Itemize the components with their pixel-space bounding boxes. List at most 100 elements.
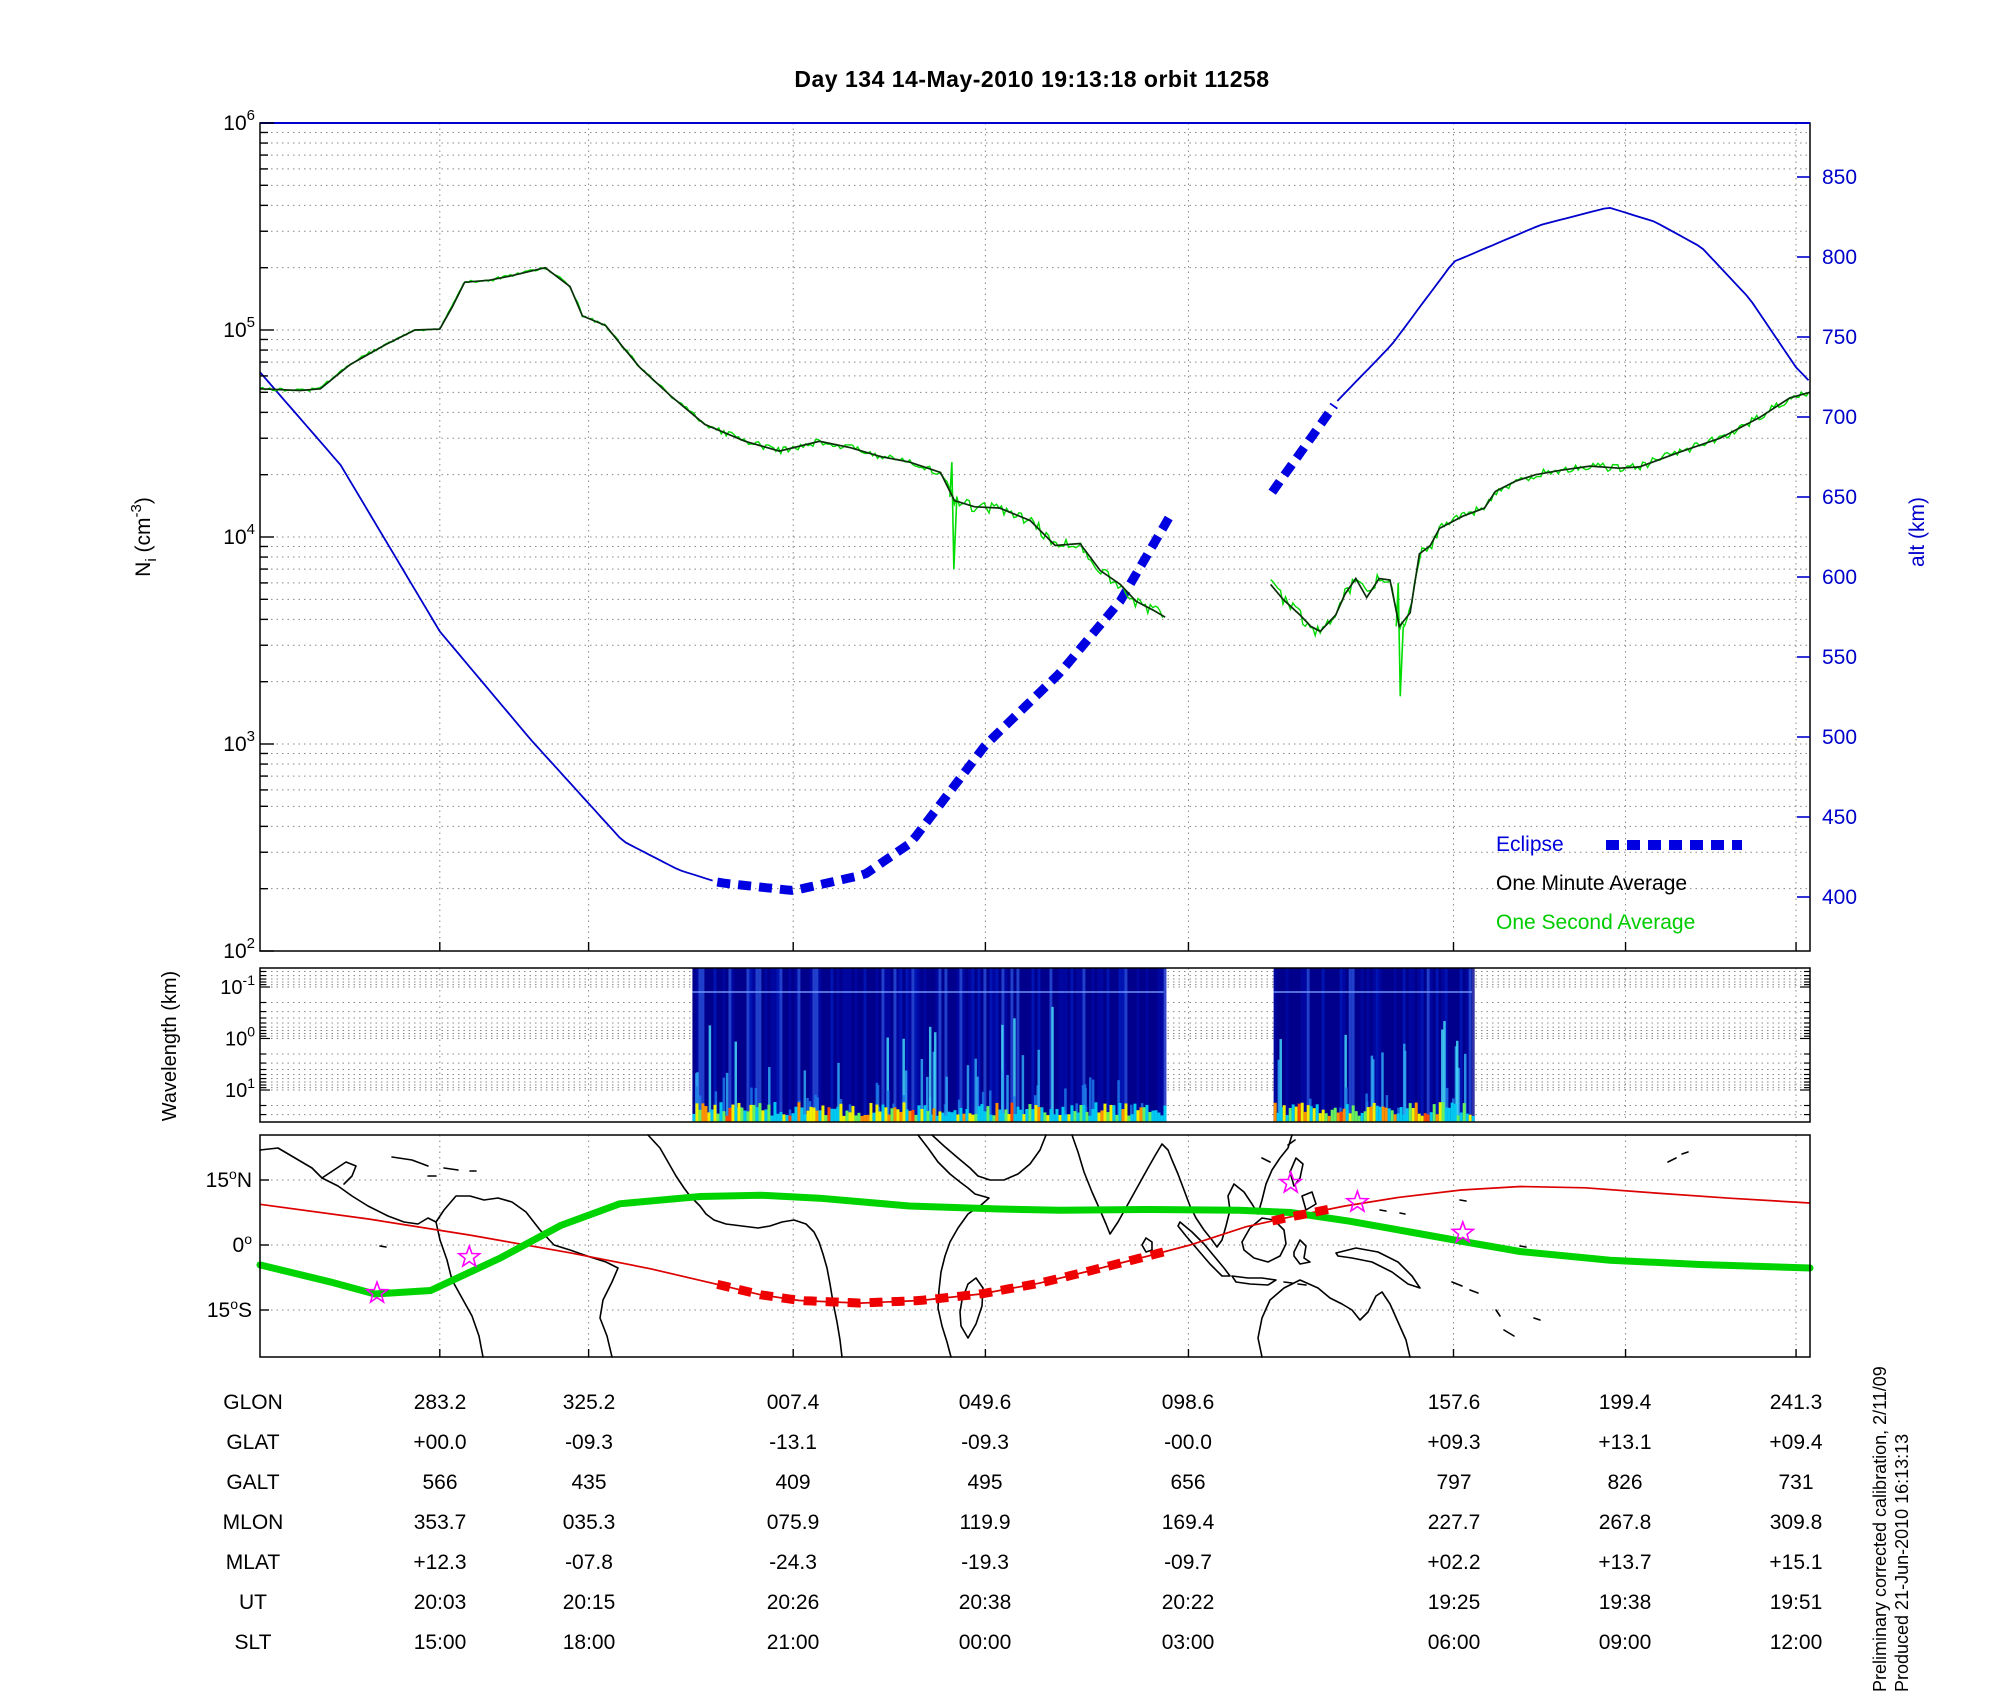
spectrogram-bottom-band <box>773 1102 777 1122</box>
one-minute-average-line <box>1269 391 1811 633</box>
spectrogram-bottom-band <box>755 1107 759 1122</box>
spectrogram-bottom-band <box>998 1109 1002 1122</box>
table-cell: 19:38 <box>1599 1591 1652 1614</box>
spectrogram-bottom-band <box>926 1111 930 1122</box>
spectrogram-texture <box>1285 968 1289 1122</box>
spectrogram-bottom-band <box>980 1104 984 1122</box>
spectrogram-bottom-band <box>1318 1113 1322 1122</box>
spectrogram-texture <box>1109 968 1113 1122</box>
spectrogram-texture <box>1052 968 1056 1122</box>
legend-one-minute-label: One Minute Average <box>1496 872 1687 895</box>
table-cell: +02.2 <box>1427 1551 1480 1574</box>
spectrogram-bottom-band <box>1088 1115 1092 1122</box>
spectrogram-texture <box>1309 968 1313 1122</box>
spectrogram-bottom-band <box>896 1109 900 1122</box>
coastline <box>1287 1139 1296 1146</box>
wavelength-tick-label: 10-1 <box>220 972 255 999</box>
satellite-star-marker <box>456 1243 482 1268</box>
spectrogram-bottom-band <box>905 1109 909 1122</box>
spectrogram-texture <box>842 968 846 1122</box>
spectrogram-bottom-band <box>785 1114 789 1122</box>
table-cell: 227.7 <box>1428 1511 1481 1534</box>
spectrogram-bottom-band <box>974 1114 978 1122</box>
spectrogram-texture <box>860 968 864 1122</box>
spectrogram-texture <box>731 968 735 1122</box>
spectrogram-texture <box>1435 968 1439 1122</box>
map-lat-label: 0o <box>233 1231 253 1257</box>
spectrogram-bottom-band <box>917 1105 921 1122</box>
spectrogram-texture <box>812 968 816 1122</box>
spectrogram-texture <box>1381 968 1385 1122</box>
spectrogram-texture <box>1396 968 1400 1122</box>
spectrogram-bottom-band <box>1076 1112 1080 1122</box>
spectrogram-texture <box>890 968 894 1122</box>
spectrogram-bottom-band <box>1321 1109 1325 1122</box>
spectrogram-texture <box>1157 968 1161 1122</box>
alt-tick-label: 400 <box>1822 886 1857 909</box>
spectrogram-bottom-band <box>1109 1104 1113 1122</box>
table-cell: 20:22 <box>1162 1591 1215 1614</box>
spectrogram-texture <box>1414 968 1418 1122</box>
spectrogram-texture <box>866 968 870 1122</box>
spectrogram-bottom-band <box>1375 1105 1379 1122</box>
spectrogram-texture <box>779 968 783 1122</box>
spectrogram-bottom-band <box>770 1115 774 1122</box>
spectrogram-bottom-band <box>1345 1104 1349 1122</box>
satellite-star-marker <box>1344 1188 1371 1213</box>
spectrogram-bottom-band <box>743 1110 747 1122</box>
spectrogram-texture <box>1040 968 1044 1122</box>
spectrogram-texture <box>1459 968 1463 1122</box>
spectrogram-texture <box>767 968 771 1122</box>
spectrogram-bottom-band <box>911 1109 915 1122</box>
table-cell: 797 <box>1436 1471 1471 1494</box>
spectrogram-bottom-band <box>1333 1107 1337 1122</box>
spectrogram-bottom-band <box>932 1108 936 1122</box>
spectrogram-plume <box>814 1094 817 1122</box>
spectrogram-texture <box>1097 968 1101 1122</box>
spectrogram-bottom-band <box>731 1104 735 1122</box>
spectrogram-bottom-band <box>1004 1109 1008 1122</box>
table-row-label: GALT <box>226 1471 279 1494</box>
spectrogram-bottom-band <box>1091 1109 1095 1122</box>
table-cell: 267.8 <box>1599 1511 1652 1534</box>
table-cell: -00.0 <box>1164 1431 1212 1454</box>
spectrogram-bottom-band <box>779 1111 783 1122</box>
table-cell: -09.3 <box>565 1431 613 1454</box>
one-second-average-line <box>259 267 1164 619</box>
spectrogram-texture <box>920 968 924 1122</box>
table-cell: 309.8 <box>1770 1511 1823 1534</box>
spectrogram-bottom-band <box>857 1112 861 1122</box>
spectrogram-bottom-band <box>821 1105 825 1122</box>
table-cell: 15:00 <box>414 1631 467 1654</box>
spectrogram-bottom-band <box>938 1111 942 1122</box>
ephemeris-table: GLON 283.2 325.2 007.4 049.6 098.6 157.6 199.4 2… <box>223 1391 1823 1654</box>
spectrogram-texture <box>1444 968 1448 1122</box>
spectrogram-bottom-band <box>869 1102 873 1122</box>
coastline <box>1141 1237 1153 1253</box>
spectrogram-texture <box>899 968 903 1122</box>
spectrogram-texture <box>1004 968 1008 1122</box>
spectrogram-plume <box>1279 1039 1282 1122</box>
spectrogram-texture <box>932 968 936 1122</box>
spectrogram-bottom-band <box>1309 1106 1313 1122</box>
spectrogram-texture <box>1465 968 1469 1122</box>
spectrogram-texture <box>1354 968 1358 1122</box>
spectrogram-bottom-band <box>1381 1106 1385 1122</box>
spectrogram-bottom-band <box>863 1114 867 1122</box>
spectrogram-texture <box>869 968 873 1122</box>
spectrogram-texture <box>911 968 915 1122</box>
spectrogram-plume <box>902 1038 905 1122</box>
table-cell: 19:51 <box>1770 1591 1823 1614</box>
spectrogram-texture <box>710 968 714 1122</box>
spectrogram-texture <box>764 968 768 1122</box>
spectrogram-bottom-band <box>1384 1107 1388 1122</box>
spectrogram-texture <box>965 968 969 1122</box>
spectrogram-bottom-band <box>749 1104 753 1122</box>
table-row-label: UT <box>239 1591 267 1614</box>
spectrogram-bottom-band <box>1450 1102 1454 1122</box>
density-axis-label: Ni (cm-3) <box>128 497 160 577</box>
spectrogram-texture <box>893 968 897 1122</box>
spectrogram-bottom-band <box>1082 1105 1086 1122</box>
satellite-star-marker <box>364 1279 390 1304</box>
spectrogram-plume <box>1344 1034 1347 1122</box>
